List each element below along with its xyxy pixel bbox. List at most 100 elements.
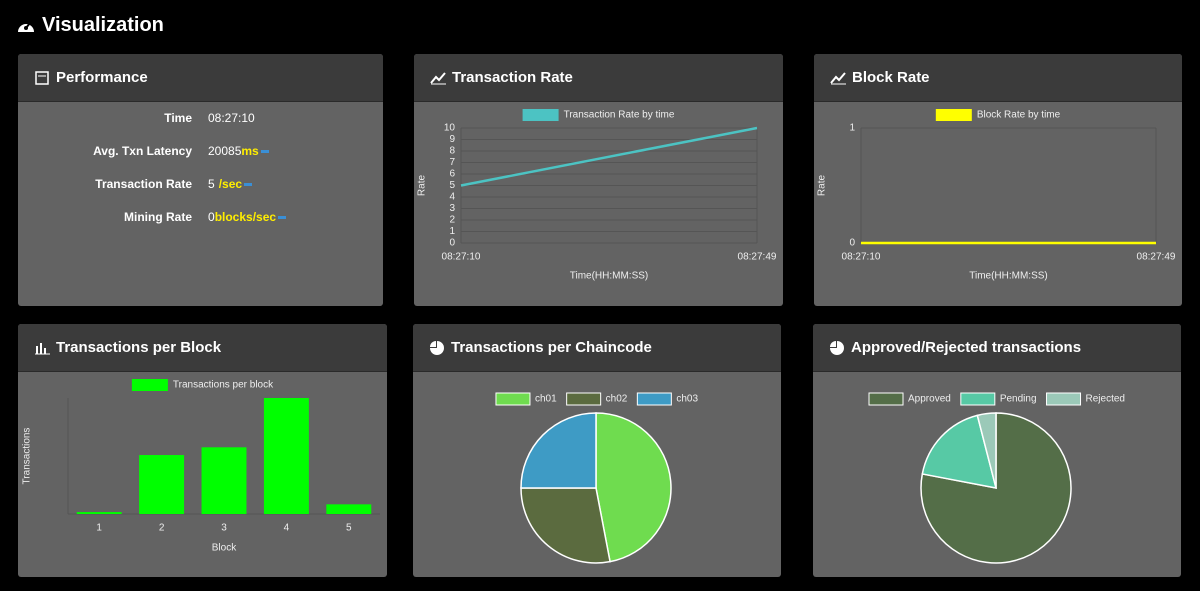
legend-label: Approved	[908, 394, 951, 405]
x-tick-label: 4	[284, 523, 290, 534]
panel-title: Block Rate	[852, 69, 930, 86]
legend-swatch	[495, 392, 531, 406]
panel-body: Approved Pending Rejected	[813, 372, 1181, 577]
legend-label: Pending	[1000, 394, 1037, 405]
x-axis-label: Time(HH:MM:SS)	[969, 271, 1048, 282]
panel-body: Transactions per block 1 2 3 4 5 Block Transact…	[18, 372, 387, 577]
legend-swatch	[960, 392, 996, 406]
legend-label: ch01	[535, 394, 557, 405]
page-title: Visualization	[42, 14, 164, 36]
panel: Approved/Rejected transactions Approved Pe…	[813, 324, 1181, 577]
panel-icon	[830, 340, 844, 355]
legend-swatch	[868, 392, 904, 406]
x-axis-label: Block	[212, 543, 237, 554]
line-series	[460, 126, 758, 187]
y-tick-label: 1	[449, 226, 455, 237]
legend: Block Rate by time	[935, 109, 1061, 121]
metric-label: Transaction Rate	[95, 177, 192, 191]
metric-value: 20085ms	[208, 144, 269, 158]
bar	[201, 447, 247, 514]
metric-indicator	[278, 216, 287, 220]
panel-header: Transactions per Block	[18, 324, 387, 372]
legend-label: Block Rate by time	[977, 110, 1061, 121]
legend-swatch	[131, 379, 168, 391]
legend-label: ch03	[676, 394, 698, 405]
panel-title: Transaction Rate	[452, 69, 573, 86]
legend: ch01 ch02 ch03	[495, 392, 698, 406]
pie-slice	[976, 412, 997, 489]
pie-slice	[595, 412, 672, 563]
y-tick-label: 8	[449, 146, 455, 157]
metric-number: 0	[208, 210, 215, 224]
legend-swatch	[522, 109, 559, 121]
panel-body: Transaction Rate by time 0 1 2 3 4 5 6 7 8 9 10 08:2…	[414, 102, 783, 306]
y-axis-label: Rate	[417, 175, 428, 197]
panel-header: Block Rate	[814, 54, 1182, 102]
page-header: Visualization	[16, 14, 164, 37]
panel-icon	[35, 342, 50, 354]
panel: Transaction Rate Transaction Rate by time…	[414, 54, 783, 306]
legend-swatch	[935, 109, 972, 121]
metric-unit: ms	[241, 144, 259, 158]
y-tick-label: 3	[449, 203, 455, 214]
chart: ch01 ch02 ch03	[495, 392, 698, 564]
chart: Block Rate by time 0 1 08:27:10 08:27:49 Time…	[817, 109, 1176, 282]
panel-icon	[35, 70, 49, 85]
legend-label: Transactions per block	[173, 380, 274, 391]
legend-label: Rejected	[1086, 394, 1125, 405]
metric-value: 08:27:10	[208, 111, 255, 125]
metric-indicator	[260, 150, 269, 154]
x-tick-label: 5	[346, 523, 352, 534]
panel: Block Rate Block Rate by time 0 1 08:27:10 08…	[814, 54, 1182, 306]
panel-body: ch01 ch02 ch03	[413, 372, 781, 577]
legend-label: Transaction Rate by time	[564, 110, 675, 121]
y-axis-label: Transactions	[22, 428, 33, 485]
y-axis-label: Rate	[817, 175, 828, 197]
chart: Transactions per block 1 2 3 4 5 Block Transact…	[22, 379, 380, 554]
pie-slice	[520, 487, 611, 564]
metric-label: Time	[164, 111, 192, 125]
panel-title: Performance	[56, 69, 148, 86]
legend-swatch	[1046, 392, 1082, 406]
legend-swatch	[636, 392, 672, 406]
y-tick-label: 4	[449, 192, 455, 203]
y-tick-label: 10	[444, 123, 456, 134]
metric-label: Mining Rate	[124, 210, 192, 224]
y-tick-label: 0	[449, 238, 455, 249]
panel: Transactions per Block Transactions per b…	[18, 324, 387, 577]
panel: Transactions per Chaincode ch01 ch02 ch03	[413, 324, 781, 577]
panel-title: Transactions per Block	[56, 339, 222, 356]
bar	[326, 504, 372, 514]
panel-body: Block Rate by time 0 1 08:27:10 08:27:49 Time…	[814, 102, 1182, 306]
pie-slice	[520, 412, 597, 489]
metric-number: 20085	[208, 144, 242, 158]
legend-swatch	[566, 392, 602, 406]
legend: Transactions per block	[131, 379, 274, 391]
y-tick-label: 1	[849, 123, 855, 134]
bar	[139, 455, 185, 514]
x-tick-label: 1	[96, 523, 102, 534]
pie-slice	[921, 414, 998, 489]
panel-icon	[430, 340, 444, 355]
panel-header: Transaction Rate	[414, 54, 783, 102]
metric-label: Avg. Txn Latency	[93, 144, 192, 158]
panel-body: Time 08:27:10 Avg. Txn Latency 20085ms Trans…	[18, 102, 383, 306]
y-tick-label: 7	[449, 157, 455, 168]
legend: Approved Pending Rejected	[868, 392, 1125, 406]
panel: Performance Time 08:27:10 Avg. Txn Latency 2…	[18, 54, 383, 306]
metric-unit: blocks/sec	[214, 210, 277, 224]
y-tick-label: 9	[449, 134, 455, 145]
metric-number: 5	[208, 177, 215, 191]
bar	[263, 398, 309, 514]
x-tick-label: 08:27:49	[738, 252, 777, 263]
legend-label: ch02	[606, 394, 628, 405]
metric-value: 5/sec	[208, 177, 253, 191]
y-tick-label: 0	[849, 238, 855, 249]
metric-unit: /sec	[218, 177, 243, 191]
panel-header: Performance	[18, 54, 383, 102]
metric-indicator	[244, 183, 253, 187]
chart: Approved Pending Rejected	[868, 392, 1125, 564]
metric-number: 08:27:10	[208, 111, 255, 125]
